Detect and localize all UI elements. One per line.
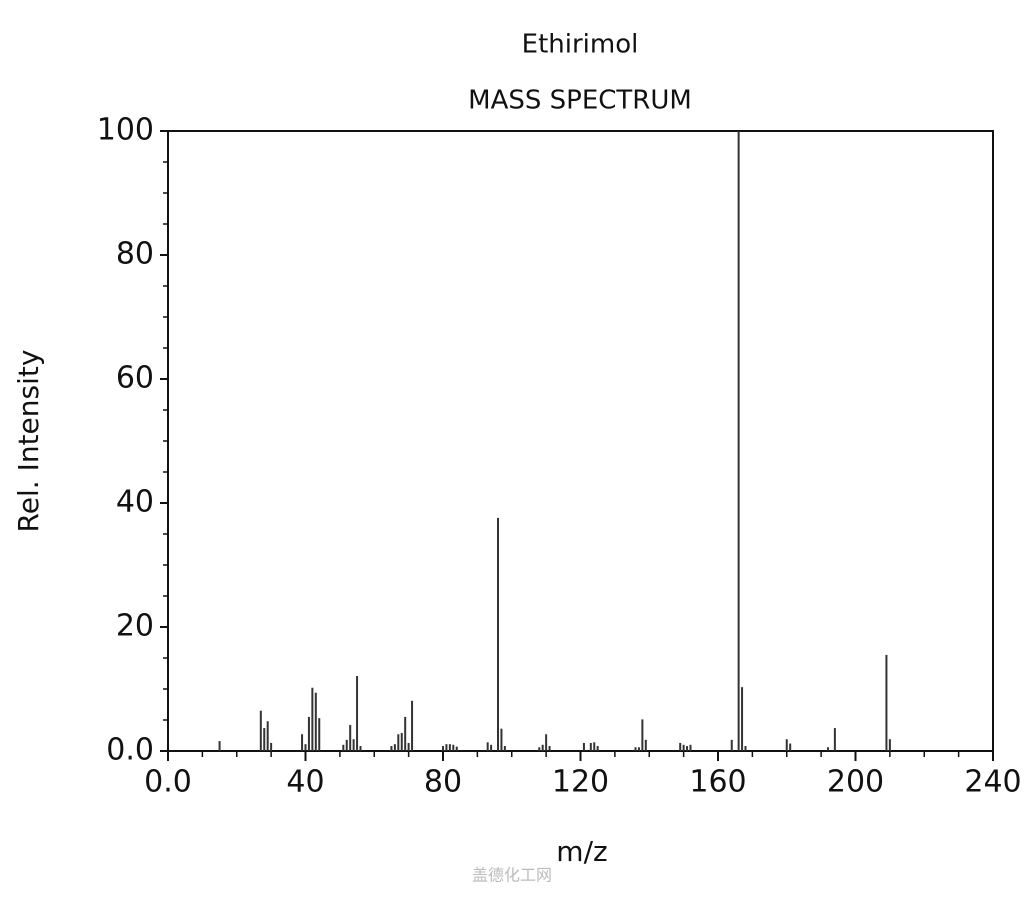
peak [596,746,599,751]
y-tick-label: 100 [97,113,154,148]
peak [593,742,596,751]
peak [218,741,221,751]
peak [689,744,692,751]
peak [455,746,458,751]
peak [445,744,448,751]
x-tick-label: 40 [286,765,324,800]
peak [349,724,352,751]
x-axis-label: m/z [556,835,607,868]
peak [741,687,744,751]
peak [442,746,444,751]
x-tick-label: 120 [552,765,609,800]
peak [266,721,269,751]
peak [486,742,489,751]
plot-frame [167,130,994,752]
peak [345,739,348,751]
y-tick-label: 40 [116,485,154,520]
peak [541,744,544,751]
watermark: 盖德化工网 [472,866,552,885]
peak [411,700,414,751]
peak [503,746,506,751]
peak [548,746,551,751]
peak [311,687,314,751]
peak [393,744,396,751]
peak [637,747,640,751]
peak [318,718,321,751]
y-tick-label: 80 [116,237,154,272]
peak [352,739,355,751]
peak [833,728,836,751]
peak [490,744,493,751]
peak [400,733,403,751]
peak [682,744,685,751]
peak [448,744,451,751]
peak [641,719,644,751]
peak [744,746,747,751]
peak [359,746,362,751]
peak [497,517,499,751]
peak [259,710,262,751]
peak [404,716,407,751]
chart-subtitle: MASS SPECTRUM [468,86,692,116]
peak [679,742,682,751]
peak [589,742,592,751]
x-tick-label: 240 [964,765,1021,800]
peak [304,744,307,751]
peak [686,746,689,751]
peak [263,728,266,751]
x-tick-label: 80 [424,765,462,800]
peak [644,739,647,751]
y-axis-label: Rel. Intensity [12,350,45,533]
peak [307,716,310,751]
peak [390,746,393,751]
x-tick-label: 160 [689,765,746,800]
peak [270,742,273,751]
peak [885,654,888,751]
peak [314,692,317,751]
peak [407,742,410,751]
peak [342,744,345,751]
peak [827,747,829,751]
x-tick-label: 0.0 [144,765,192,800]
chart-title: Ethirimol [522,30,639,60]
peak [538,747,541,751]
peak [397,734,400,751]
peak [301,734,304,751]
y-tick-label: 60 [116,361,154,396]
peak [500,728,503,751]
y-tick-label: 0.0 [106,733,154,768]
x-tick-label: 200 [827,765,884,800]
peak [888,739,891,751]
peak [356,675,359,751]
y-tick-label: 20 [116,609,154,644]
peak [545,734,548,751]
peak [582,742,585,751]
peak [737,131,740,751]
peak [634,747,637,751]
peak [789,743,792,751]
peak [730,739,733,751]
peak [452,744,455,751]
peak [785,739,788,751]
